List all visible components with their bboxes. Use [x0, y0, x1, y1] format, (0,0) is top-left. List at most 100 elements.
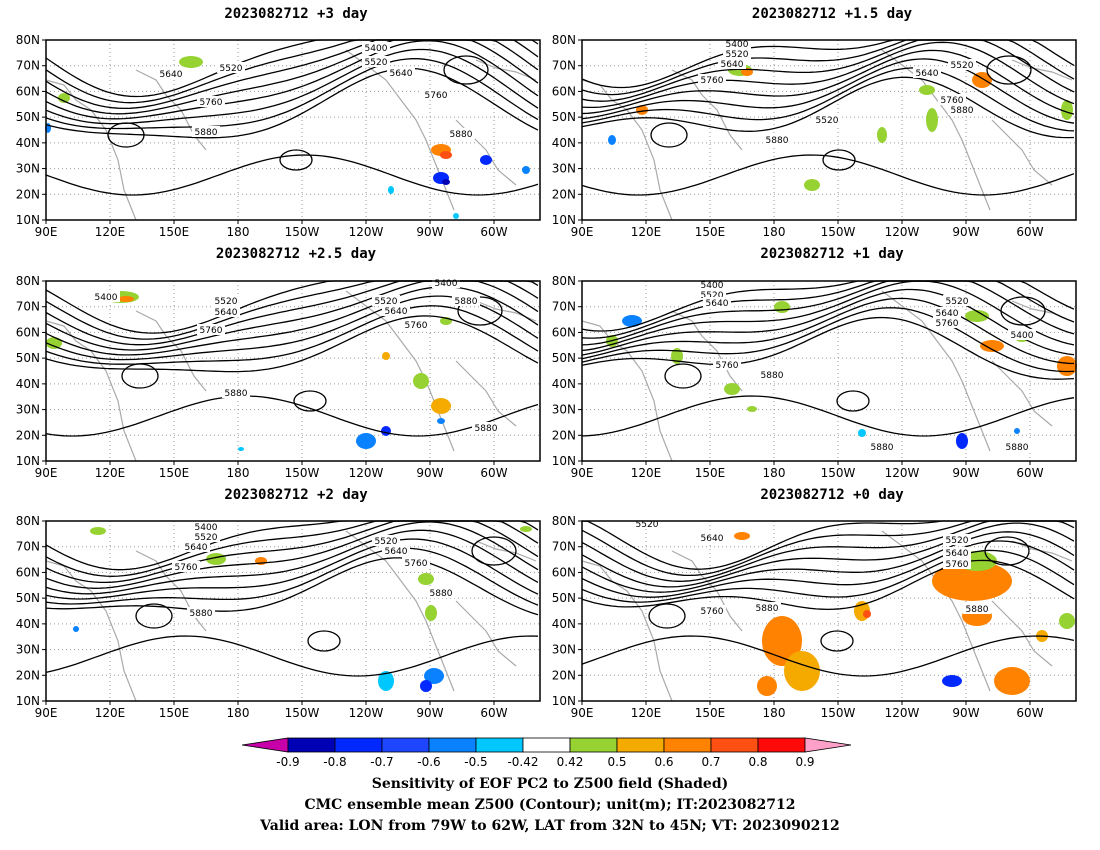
colorbar-swatch	[334, 737, 383, 753]
lat-label: 20N	[552, 187, 576, 201]
lon-label: 120W	[885, 706, 920, 720]
contour-label-bg	[472, 422, 500, 433]
lat-label: 50N	[552, 110, 576, 124]
coastline	[45, 320, 137, 462]
sensitivity-patch	[453, 213, 459, 219]
z500-contour	[45, 67, 539, 139]
contour-label-bg	[452, 295, 480, 306]
map-frame	[581, 39, 1077, 221]
lon-label: 90E	[35, 706, 58, 720]
contour-label: 5880	[871, 443, 894, 453]
contour-label-bg	[718, 58, 746, 69]
sensitivity-patch	[413, 373, 429, 389]
sensitivity-patch	[381, 426, 391, 436]
contour-label: 5400	[195, 523, 218, 533]
z500-contour	[581, 316, 1075, 380]
lon-label: 120E	[631, 466, 662, 480]
map-panel: 5400552056405760564055205760588055205880…	[552, 33, 1077, 239]
lon-label: 120W	[885, 466, 920, 480]
z500-contour	[581, 67, 1075, 132]
z500-contour	[581, 549, 1075, 603]
lon-label: 150E	[695, 225, 726, 239]
lat-label: 50N	[552, 351, 576, 365]
contour-label-bg	[948, 59, 976, 70]
lon-label: 180	[763, 466, 786, 480]
coastline	[45, 560, 137, 702]
contour-label-bg	[192, 521, 220, 532]
contour-label: 5880	[455, 297, 478, 307]
z500-contour	[581, 41, 1075, 109]
lon-label: 60W	[480, 706, 507, 720]
contour-label: 5520	[215, 297, 238, 307]
contour-label: 5520	[701, 291, 724, 301]
lon-label: 90E	[571, 225, 594, 239]
panel-title: 2023082712 +0 day	[760, 487, 904, 503]
colorbar-tick-label: -0.7	[370, 755, 393, 769]
contour-label-bg	[212, 306, 240, 317]
contour-label-bg	[753, 602, 781, 613]
lon-label: 60W	[1016, 466, 1043, 480]
contour-label-bg	[938, 94, 966, 105]
sensitivity-patch	[804, 179, 820, 191]
colorbar-tick-label: 0.5	[607, 755, 626, 769]
contour-label: 5640	[721, 60, 744, 70]
colorbar-low-arrow	[241, 737, 289, 753]
contour-label: 5400	[95, 293, 118, 303]
contour-label-bg	[948, 104, 976, 115]
contour-label: 5400	[435, 279, 458, 289]
panel-title: 2023082712 +2.5 day	[215, 246, 377, 262]
panel-title: 2023082712 +3 day	[224, 6, 368, 22]
z500-contour	[581, 58, 1075, 124]
lat-label: 20N	[16, 428, 40, 442]
colorbar-tick-label: -0.8	[323, 755, 346, 769]
lon-label: 150E	[695, 706, 726, 720]
sensitivity-patch	[356, 433, 376, 449]
z500-contour	[45, 557, 539, 616]
lat-label: 70N	[552, 59, 576, 73]
z500-contour	[581, 635, 1075, 677]
lat-label: 60N	[552, 84, 576, 98]
coastline	[135, 550, 207, 632]
contour-label: 5880	[756, 604, 779, 614]
contour-label: 5760	[200, 326, 223, 336]
colorbar-high-arrow	[804, 737, 852, 753]
sensitivity-patch	[382, 352, 390, 360]
contour-label-bg	[633, 518, 661, 529]
contour-label: 5880	[951, 106, 974, 116]
colorbar-tick-label: 0.8	[748, 755, 767, 769]
contour-label: 5640	[160, 70, 183, 80]
map-plot-area: 54005520564057605880552056405760588010N2…	[16, 514, 541, 720]
z500-closed-contour	[279, 149, 313, 171]
sensitivity-patch	[437, 418, 445, 424]
z500-contour	[45, 635, 539, 677]
lon-label: 90W	[952, 706, 979, 720]
z500-contour	[581, 297, 1075, 365]
lat-label: 60N	[16, 325, 40, 339]
contour-label: 5520	[816, 116, 839, 126]
z500-contour	[45, 40, 539, 120]
z500-closed-contour	[822, 149, 856, 171]
sensitivity-patch	[440, 151, 452, 159]
sensitivity-patch	[1059, 613, 1075, 629]
sensitivity-patch	[480, 155, 492, 165]
sensitivity-patch	[671, 348, 683, 364]
lon-label: 180	[763, 225, 786, 239]
contour-label: 5760	[425, 91, 448, 101]
z500-closed-contour	[107, 122, 145, 148]
z500-closed-contour	[836, 390, 870, 412]
colorbar-swatch	[616, 737, 665, 753]
sensitivity-patch	[1014, 428, 1020, 434]
contour-label: 5880	[766, 136, 789, 146]
sensitivity-patch	[424, 668, 444, 684]
colorbar-swatch	[475, 737, 524, 753]
contour-label-bg	[362, 56, 390, 67]
contour-label-bg	[92, 291, 120, 302]
lon-label: 120W	[885, 225, 920, 239]
contour-label-bg	[703, 297, 731, 308]
lon-label: 180	[227, 706, 250, 720]
z500-contour	[581, 395, 1075, 437]
coastline	[881, 530, 991, 692]
